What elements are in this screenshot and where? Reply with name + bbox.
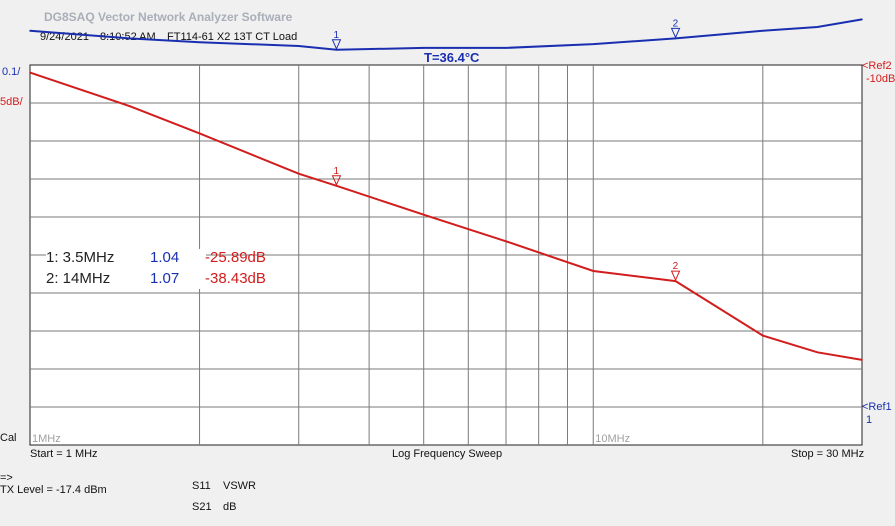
- trace-s21: [29, 71, 863, 361]
- s11-scale-label: 0.1/: [2, 66, 21, 78]
- sweep-mode-label: Log Frequency Sweep: [392, 448, 503, 460]
- s21-scale-label: 5dB/: [0, 96, 23, 108]
- marker-2-s21-triangle: [670, 270, 681, 282]
- cal-label: Cal: [0, 432, 17, 444]
- trace-s11-point: [297, 45, 300, 47]
- marker-1-s21-number: 1: [333, 166, 339, 177]
- trace-s11-point: [128, 37, 130, 40]
- x-tick-label: 1MHz: [32, 433, 61, 445]
- trace-s21-point: [198, 132, 201, 135]
- legend-s21-param[interactable]: S21: [192, 501, 212, 513]
- tx-level-label: TX Level = -17.4 dBm: [0, 484, 107, 496]
- trace-s21-point: [297, 172, 300, 175]
- trace-s21-point: [816, 351, 819, 354]
- trace-s11-point: [422, 47, 425, 49]
- marker-2-s21-value: -38.43dB: [205, 270, 266, 287]
- trace-s11-point: [505, 47, 507, 49]
- sweep-start-label: Start = 1 MHz: [30, 448, 98, 460]
- marker-2-label: 2: 14MHz: [46, 270, 111, 287]
- app-title: DG8SAQ Vector Network Analyzer Software: [44, 10, 293, 24]
- ref1-label: <Ref1: [862, 401, 892, 413]
- legend-s11-param[interactable]: S11: [192, 480, 211, 492]
- trace-s21-point: [762, 334, 764, 337]
- marker-2-s11-value: 1.07: [150, 270, 180, 287]
- marker-1-s11-triangle: [331, 39, 342, 51]
- temperature-label: T=36.4°C: [424, 50, 480, 65]
- trace-s11-point: [762, 30, 764, 32]
- marker-1-s21-value: -25.89dB: [205, 249, 266, 266]
- marker-2-s21-number: 2: [673, 261, 679, 272]
- trace-s21-point: [592, 270, 595, 272]
- ref2-value: -10dB: [866, 73, 895, 85]
- sweep-stop-label: Stop = 30 MHz: [791, 448, 865, 460]
- trace-s11-point: [861, 18, 863, 21]
- marker-readout-bg: [46, 249, 206, 289]
- legend-s21-format[interactable]: dB: [223, 501, 237, 513]
- marker-1-s11-number: 1: [333, 30, 339, 41]
- trace-s11-point: [198, 41, 201, 43]
- trace-s21-point: [128, 105, 130, 107]
- tx-arrow-label: =>: [0, 472, 13, 484]
- trace-s11: [29, 18, 863, 51]
- dut-label: FT114-61 X2 13T CT Load: [167, 31, 298, 43]
- marker-1-label: 1: 3.5MHz: [46, 249, 115, 266]
- marker-2-s11-triangle: [670, 27, 681, 39]
- marker-1-s11-value: 1.04: [150, 249, 180, 266]
- legend-s11-format[interactable]: VSWR: [223, 480, 256, 492]
- trace-s21-point: [505, 240, 507, 243]
- trace-s21-point: [422, 213, 425, 216]
- trace-s21-point: [29, 71, 31, 74]
- trace-s11-point: [816, 26, 819, 28]
- trace-s21-point: [861, 359, 863, 361]
- ref2-label: <Ref2: [862, 60, 892, 72]
- ref1-value: 1: [866, 414, 873, 426]
- marker-1-s21-triangle: [331, 175, 342, 186]
- trace-s11-point: [29, 30, 31, 32]
- trace-s11-point: [592, 43, 595, 45]
- marker-2-s11-number: 2: [673, 18, 679, 29]
- x-tick-label: 10MHz: [595, 433, 630, 445]
